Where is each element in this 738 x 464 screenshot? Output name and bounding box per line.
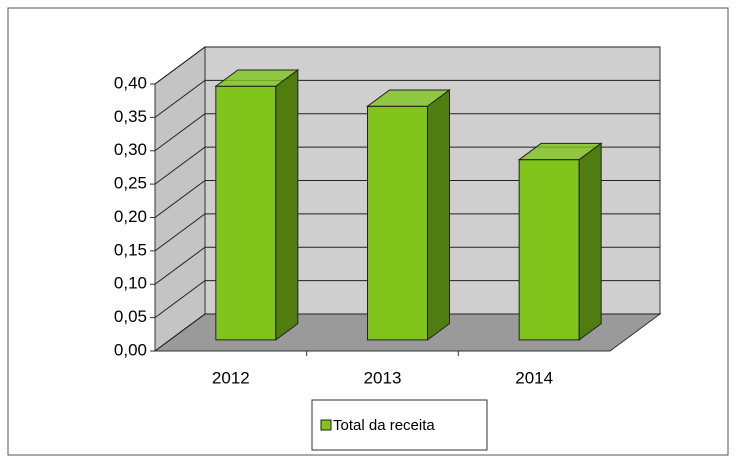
grid-line: [154, 46, 660, 85]
x-tick-label: 2012: [212, 368, 250, 387]
grid-line: [154, 180, 660, 218]
grid-line: [154, 246, 660, 285]
y-tick-label: 0,30: [114, 140, 147, 159]
y-tick-label: 0,35: [114, 107, 147, 126]
bar-side: [275, 68, 299, 341]
bar: [215, 85, 277, 341]
bar-side: [427, 89, 450, 341]
bar: [518, 159, 580, 341]
x-tick-label: 2013: [364, 368, 402, 387]
y-tick-label: 0,20: [114, 207, 147, 226]
y-tick-label: 0,15: [114, 240, 147, 259]
y-tick-label: 0,40: [114, 73, 147, 92]
legend-swatch: [320, 419, 332, 431]
y-tick-label: 0,25: [114, 174, 147, 193]
grid-line: [154, 113, 660, 152]
legend-box: [311, 399, 488, 451]
y-tick-label: 0,10: [114, 274, 147, 293]
legend-label: Total da receita: [333, 417, 435, 434]
grid-line: [154, 146, 660, 185]
grid-line: [154, 280, 660, 319]
bar-side: [578, 142, 602, 341]
y-tick-label: 0,00: [114, 340, 147, 359]
x-tick-label: 2014: [515, 368, 553, 387]
grid-line: [154, 313, 660, 352]
grid-line: [154, 79, 660, 118]
grid-line: [154, 213, 660, 252]
bar: [367, 105, 428, 341]
y-tick-label: 0,05: [114, 307, 147, 326]
